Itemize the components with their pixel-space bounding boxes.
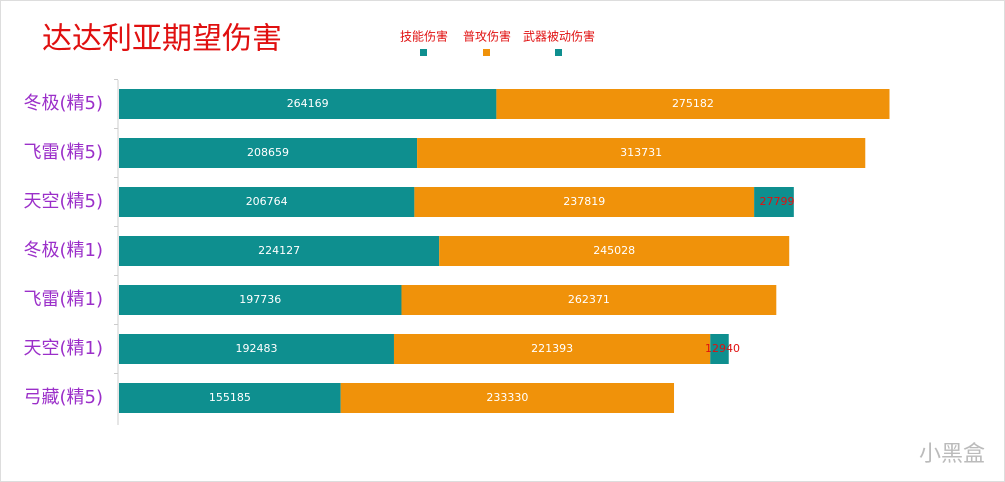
chart-title: 达达利亚期望伤害 [42, 22, 282, 57]
value-label: 237819 [563, 195, 605, 208]
y-tick-label: 弓藏(精5) [24, 387, 104, 408]
value-label: 206764 [246, 195, 288, 208]
bar-segment [439, 236, 790, 266]
bar-segment [119, 236, 440, 266]
value-label: 224127 [258, 244, 300, 257]
value-label: 262371 [568, 293, 610, 306]
bar-segment [401, 285, 777, 315]
bar-segment [119, 89, 497, 119]
bar-segment [340, 383, 675, 413]
legend-label: 普攻伤害 [463, 29, 511, 44]
value-label: 208659 [247, 146, 289, 159]
bar-segment [119, 383, 341, 413]
bar-segment [710, 334, 729, 364]
value-label: 12940 [705, 342, 740, 355]
bar-segment [119, 138, 418, 168]
value-label: 264169 [287, 97, 329, 110]
y-tick-label: 天空(精1) [24, 338, 104, 359]
value-label: 27799 [759, 195, 794, 208]
bar-segment [393, 334, 711, 364]
value-label: 233330 [486, 391, 528, 404]
bar-segment [754, 187, 794, 217]
bar-segment [414, 187, 755, 217]
y-tick-label: 飞雷(精5) [24, 142, 104, 163]
value-label: 155185 [209, 391, 251, 404]
value-label: 275182 [672, 97, 714, 110]
bar-segment [496, 89, 890, 119]
legend-label: 武器被动伤害 [523, 29, 595, 44]
legend-label: 技能伤害 [400, 29, 448, 44]
bar-segment [119, 334, 394, 364]
bar-segment [119, 285, 402, 315]
y-tick-label: 天空(精5) [24, 191, 104, 212]
value-label: 197736 [239, 293, 281, 306]
value-label: 245028 [593, 244, 635, 257]
value-label: 313731 [620, 146, 662, 159]
legend-swatch [555, 49, 562, 56]
y-tick-label: 冬极(精1) [24, 240, 104, 261]
y-tick-label: 飞雷(精1) [24, 289, 104, 310]
value-label: 192483 [235, 342, 277, 355]
watermark: 小黑盒 [919, 442, 985, 467]
y-tick-label: 冬极(精5) [24, 93, 104, 114]
bar-segment [119, 187, 415, 217]
bar-segment [417, 138, 866, 168]
value-label: 221393 [531, 342, 573, 355]
legend-swatch [483, 49, 490, 56]
legend-swatch [420, 49, 427, 56]
